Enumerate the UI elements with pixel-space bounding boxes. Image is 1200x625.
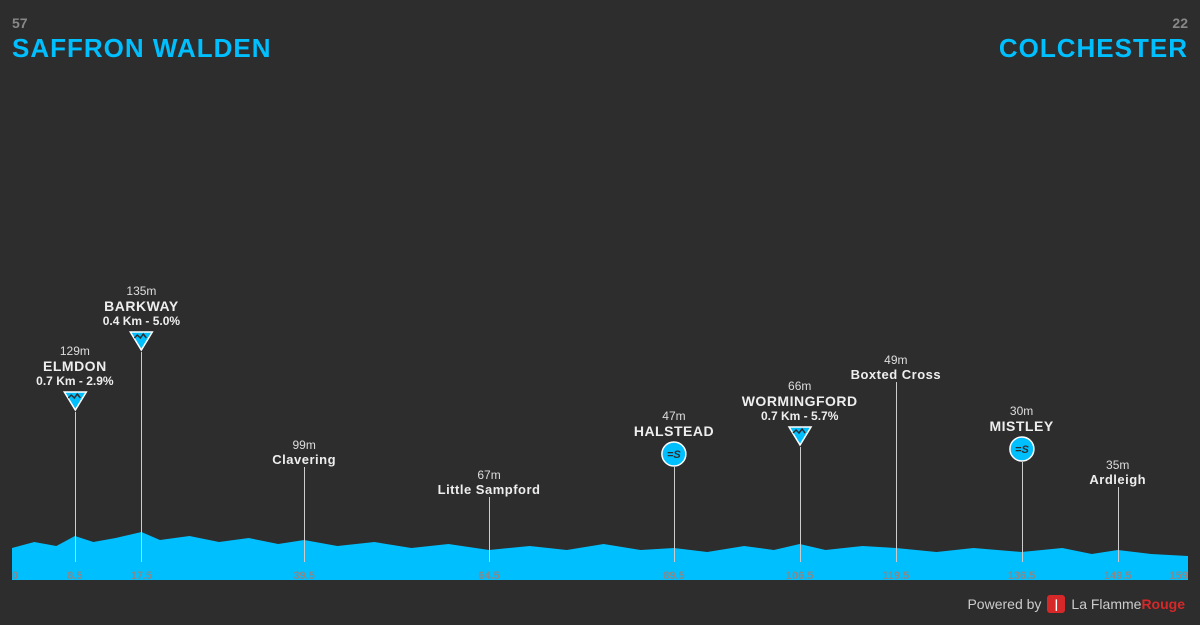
x-axis-tick: 89.5 (663, 570, 684, 582)
marker-label: 30mMISTLEY =S (989, 404, 1053, 462)
svg-text:=S: =S (667, 449, 681, 461)
marker-altitude: 135m (103, 284, 180, 298)
marker-altitude: 99m (272, 438, 336, 452)
kom-icon (787, 425, 813, 447)
marker-stem (1022, 462, 1023, 562)
x-axis-tick: 159 (1170, 570, 1188, 582)
x-axis-tick: 119.5 (882, 570, 909, 582)
start-elevation: 57 (12, 15, 28, 31)
marker-label: 66mWORMINGFORD0.7 Km - 5.7% (742, 379, 858, 447)
marker-altitude: 49m (851, 353, 942, 367)
marker-stem (304, 467, 305, 562)
marker-altitude: 67m (438, 468, 541, 482)
marker-name: WORMINGFORD (742, 393, 858, 409)
marker-stem (141, 352, 142, 562)
marker-stem (674, 467, 675, 562)
marker-detail: 0.4 Km - 5.0% (103, 314, 180, 328)
x-axis-tick: 106.5 (786, 570, 814, 582)
marker-altitude: 30m (989, 404, 1053, 418)
sprint-icon: =S (661, 441, 687, 467)
kom-icon (62, 390, 88, 412)
marker-detail: 0.7 Km - 2.9% (36, 374, 113, 388)
x-axis-tick: 149.5 (1104, 570, 1132, 582)
kom-icon (62, 390, 88, 412)
x-axis-tick: 39.5 (293, 570, 314, 582)
end-elevation: 22 (1172, 15, 1188, 31)
kom-icon (128, 330, 154, 352)
marker-altitude: 66m (742, 379, 858, 393)
marker-name: Boxted Cross (851, 367, 942, 382)
marker-name: HALSTEAD (634, 423, 714, 439)
marker-stem (896, 382, 897, 562)
marker-stem (1118, 487, 1119, 562)
marker-stem (489, 497, 490, 562)
marker-label: 47mHALSTEAD =S (634, 409, 714, 467)
marker-name: Little Sampford (438, 482, 541, 497)
kom-icon (787, 425, 813, 447)
brand-logo-icon: ❘ (1047, 595, 1065, 613)
marker-label: 99mClavering (272, 438, 336, 467)
x-axis-tick: 64.5 (478, 570, 499, 582)
footer-credit: Powered by ❘ La FlammeRouge (967, 595, 1185, 613)
marker-name: ELMDON (36, 358, 113, 374)
marker-label: 135mBARKWAY0.4 Km - 5.0% (103, 284, 180, 352)
marker-name: Clavering (272, 452, 336, 467)
marker-stem (800, 447, 801, 562)
sprint-icon: =S (1009, 436, 1035, 462)
marker-stem (75, 412, 76, 562)
x-axis: 0 8.5 17.5 39.5 64.5 89.5 106.5 119.5 136.5 149.5… (12, 564, 1188, 582)
marker-label: 67mLittle Sampford (438, 468, 541, 497)
powered-by-label: Powered by (967, 596, 1041, 612)
marker-name: MISTLEY (989, 418, 1053, 434)
marker-detail: 0.7 Km - 5.7% (742, 409, 858, 423)
marker-label: 35mArdleigh (1089, 458, 1146, 487)
start-city: SAFFRON WALDEN (12, 33, 272, 64)
marker-name: Ardleigh (1089, 472, 1146, 487)
x-axis-tick: 17.5 (131, 570, 152, 582)
marker-name: BARKWAY (103, 298, 180, 314)
marker-altitude: 47m (634, 409, 714, 423)
marker-label: 129mELMDON0.7 Km - 2.9% (36, 344, 113, 412)
kom-icon (128, 330, 154, 352)
sprint-icon: =S (1009, 436, 1035, 462)
end-city: COLCHESTER (999, 33, 1188, 64)
sprint-icon: =S (661, 441, 687, 467)
brand-name: La FlammeRouge (1071, 596, 1185, 612)
x-axis-tick: 8.5 (67, 570, 82, 582)
x-axis-tick: 136.5 (1008, 570, 1036, 582)
marker-label: 49mBoxted Cross (851, 353, 942, 382)
chart-area: 57 SAFFRON WALDEN 22 COLCHESTER 0 8.5 17.5… (12, 15, 1188, 580)
x-axis-tick: 0 (12, 570, 18, 582)
marker-altitude: 35m (1089, 458, 1146, 472)
svg-text:=S: =S (1015, 444, 1029, 456)
